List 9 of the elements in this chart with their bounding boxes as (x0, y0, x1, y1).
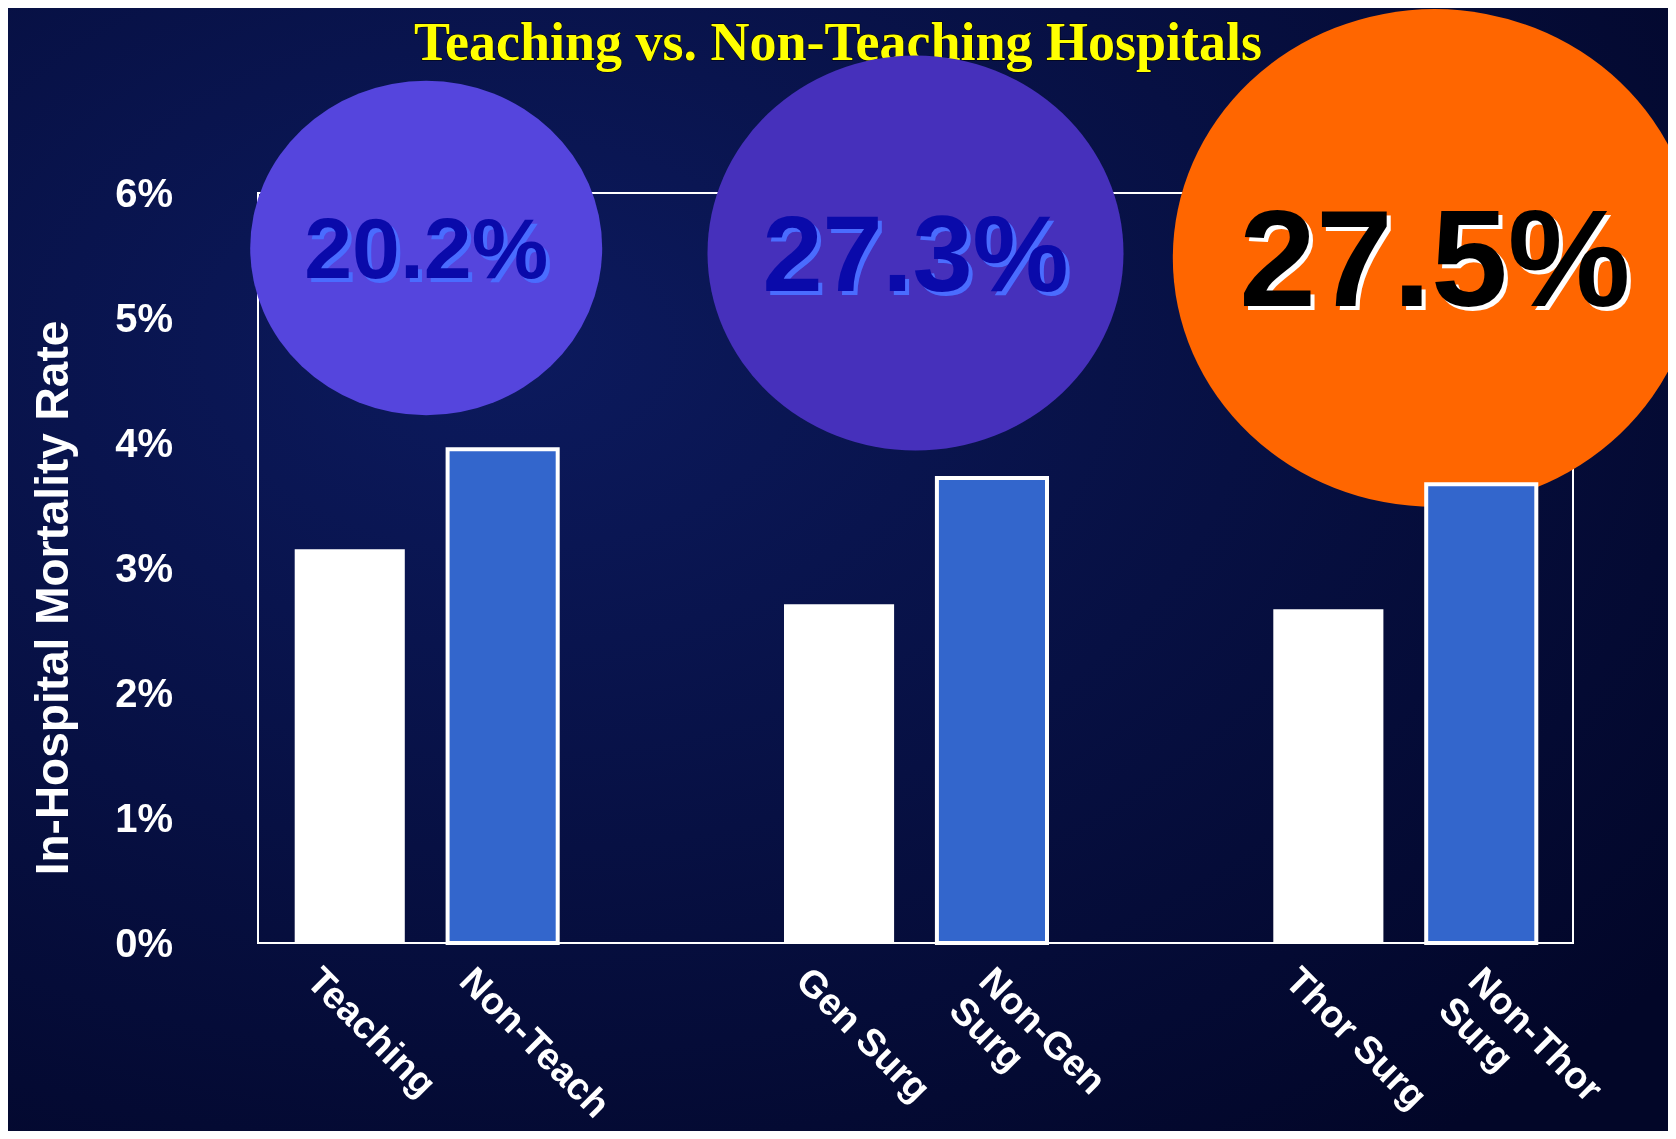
y-tick-label: 3% (115, 546, 173, 590)
y-tick-label: 1% (115, 796, 173, 840)
y-axis-title: In-Hospital Mortality Rate (26, 320, 78, 876)
y-tick-label: 5% (115, 296, 173, 340)
y-tick-label: 6% (115, 171, 173, 215)
chart-title: Teaching vs. Non-Teaching Hospitals (413, 12, 1263, 72)
y-tick-label: 4% (115, 421, 173, 465)
y-tick-label: 0% (115, 921, 173, 965)
y-tick-label: 2% (115, 671, 173, 715)
